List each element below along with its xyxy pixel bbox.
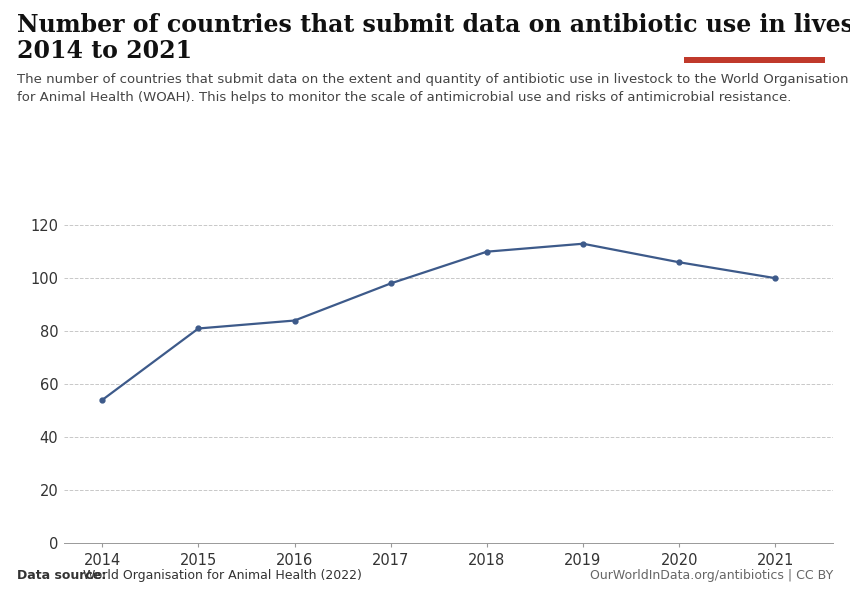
Bar bbox=[684, 56, 824, 63]
Text: 2014 to 2021: 2014 to 2021 bbox=[17, 39, 192, 63]
Text: Data source:: Data source: bbox=[17, 569, 106, 582]
Text: Number of countries that submit data on antibiotic use in livestock,: Number of countries that submit data on … bbox=[17, 12, 850, 36]
Text: Our World: Our World bbox=[722, 20, 786, 30]
Text: World Organisation for Animal Health (2022): World Organisation for Animal Health (20… bbox=[79, 569, 362, 582]
Text: The number of countries that submit data on the extent and quantity of antibioti: The number of countries that submit data… bbox=[17, 73, 848, 86]
Text: for Animal Health (WOAH). This helps to monitor the scale of antimicrobial use a: for Animal Health (WOAH). This helps to … bbox=[17, 91, 791, 104]
Text: in Data: in Data bbox=[732, 37, 777, 47]
Text: OurWorldInData.org/antibiotics | CC BY: OurWorldInData.org/antibiotics | CC BY bbox=[590, 569, 833, 582]
